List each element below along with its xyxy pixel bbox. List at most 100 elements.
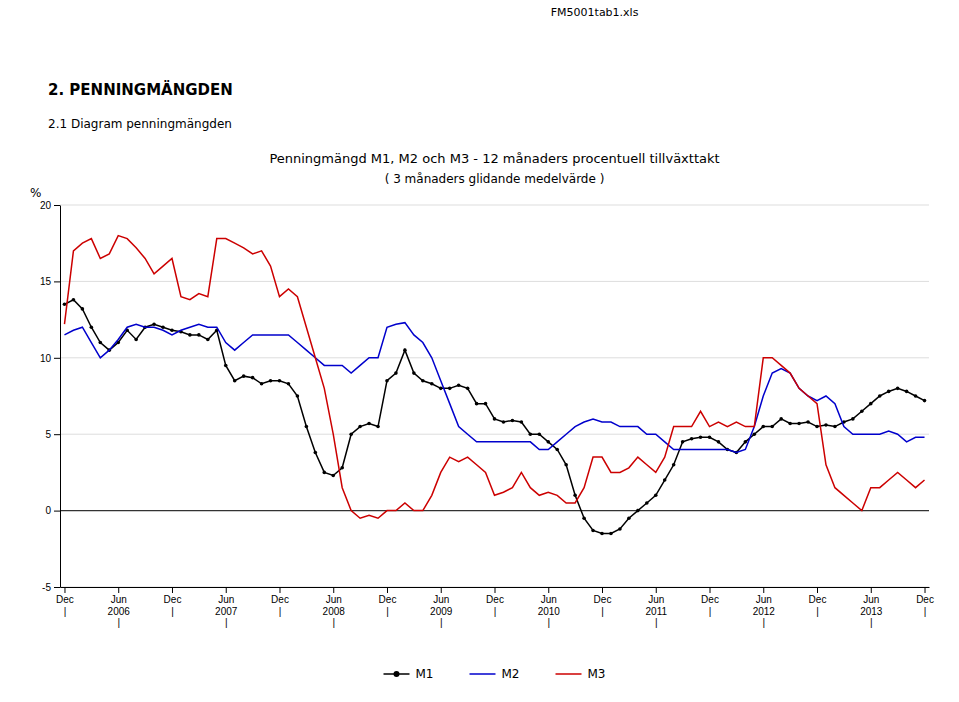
- marker: [744, 440, 748, 444]
- legend-label: M2: [502, 667, 520, 681]
- x-tick: Jun2009|: [430, 587, 453, 628]
- marker: [296, 394, 300, 398]
- marker: [878, 394, 882, 398]
- legend-marker: [394, 671, 400, 677]
- marker: [654, 494, 658, 498]
- x-tick: Jun2013|: [860, 587, 883, 628]
- grid-line: [60, 205, 929, 206]
- marks: [63, 236, 927, 536]
- series-line: [64, 236, 924, 519]
- x-tick: Dec|: [164, 587, 182, 617]
- marker: [251, 376, 255, 380]
- x-tick-mark: [925, 587, 926, 593]
- x-tick-label: Jun2007|: [215, 594, 238, 628]
- x-tick: Jun2006|: [108, 587, 131, 628]
- x-tick-mark: [495, 587, 496, 593]
- marker: [869, 402, 873, 406]
- marker: [287, 382, 291, 386]
- x-tick-label: Jun2010|: [538, 594, 561, 628]
- series-line: [64, 323, 924, 453]
- x-tick-label: Dec|: [916, 594, 934, 617]
- marker: [340, 466, 344, 470]
- marker: [439, 387, 443, 391]
- marker: [537, 432, 541, 436]
- x-tick: Dec|: [809, 587, 827, 617]
- marker: [314, 451, 318, 455]
- marker: [331, 474, 335, 478]
- marker: [761, 425, 765, 429]
- y-tick-label: 15: [40, 276, 52, 287]
- y-tick-mark: [54, 587, 60, 588]
- x-tick: Dec|: [594, 587, 612, 617]
- grid-line: [60, 281, 929, 282]
- x-tick-label: Dec|: [379, 594, 397, 617]
- marker: [636, 509, 640, 513]
- marker: [197, 333, 201, 337]
- annotation: FM5001tab1.xls: [551, 6, 639, 19]
- y-tick-mark: [54, 281, 60, 282]
- x-tick: Dec|: [379, 587, 397, 617]
- marker: [376, 425, 380, 429]
- x-tick-mark: [226, 587, 227, 593]
- x-tick-mark: [387, 587, 388, 593]
- marker: [779, 417, 783, 421]
- marker: [511, 419, 515, 423]
- x-tick-label: Jun2013|: [860, 594, 883, 628]
- marker: [645, 501, 649, 505]
- x-tick-label: Dec|: [486, 594, 504, 617]
- marker: [484, 402, 488, 406]
- y-tick-label: 0: [45, 505, 51, 516]
- marker: [717, 440, 721, 444]
- x-tick-mark: [763, 587, 764, 593]
- legend-item: M1: [384, 667, 434, 681]
- x-tick: Jun2011|: [645, 587, 667, 628]
- marker: [564, 463, 568, 467]
- x-tick-mark: [64, 587, 65, 593]
- marker: [896, 387, 900, 391]
- y-tick: -5: [42, 582, 60, 593]
- marker: [457, 384, 461, 388]
- marker: [349, 432, 353, 436]
- marker: [546, 440, 550, 444]
- marker: [905, 390, 909, 394]
- x-tick-mark: [817, 587, 818, 593]
- y-tick-mark: [54, 434, 60, 435]
- marker: [681, 440, 685, 444]
- x-tick-mark: [656, 587, 657, 593]
- marker: [278, 379, 282, 383]
- grid-line: [60, 357, 929, 358]
- grid: [60, 205, 929, 587]
- x-tick: Dec|: [271, 587, 289, 617]
- marker: [170, 328, 174, 332]
- y-tick-mark: [54, 205, 60, 206]
- x-axis: Dec| Jun2006| Dec| Jun2007| Dec| Jun2008| Dec|…: [56, 587, 934, 628]
- marker: [860, 409, 864, 413]
- x-tick-label: Dec|: [271, 594, 289, 617]
- marker: [851, 417, 855, 421]
- marker: [833, 425, 837, 429]
- marker: [824, 423, 828, 427]
- marker: [81, 307, 85, 311]
- marker: [358, 425, 362, 429]
- marker: [690, 437, 694, 441]
- marker: [815, 425, 819, 429]
- x-tick: Jun2007|: [215, 587, 238, 628]
- x-tick-label: Dec|: [701, 594, 719, 617]
- legend: M1M2M3: [384, 667, 606, 681]
- x-tick-label: Dec|: [56, 594, 74, 617]
- y-tick-label: -5: [42, 582, 51, 593]
- marker: [914, 394, 918, 398]
- x-tick: Jun2010|: [538, 587, 561, 628]
- marker: [421, 379, 425, 383]
- marker: [573, 494, 577, 498]
- x-tick-mark: [710, 587, 711, 593]
- grid-line: [60, 510, 929, 511]
- marker: [385, 379, 389, 383]
- marker: [90, 325, 94, 329]
- x-tick-label: Jun2012|: [753, 594, 776, 628]
- x-tick-label: Jun2008|: [323, 594, 346, 628]
- marker: [591, 529, 595, 533]
- marker: [206, 338, 210, 342]
- marker: [797, 422, 801, 426]
- marker: [672, 463, 676, 467]
